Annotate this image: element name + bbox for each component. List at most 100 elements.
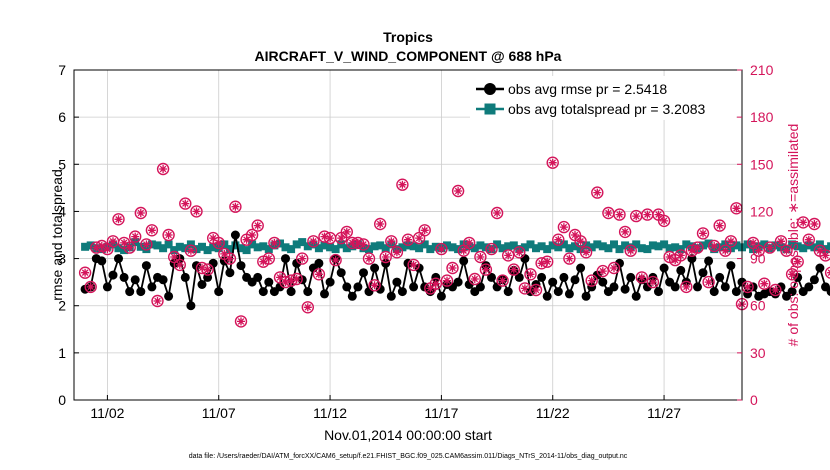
obs-possible-point bbox=[502, 249, 515, 262]
obs-assimilated-point bbox=[114, 215, 123, 224]
obs-assimilated-point bbox=[359, 240, 368, 249]
rmse-point bbox=[286, 287, 296, 297]
obs-assimilated-point bbox=[487, 245, 496, 254]
rmse-point bbox=[815, 263, 825, 273]
obs-assimilated-point bbox=[520, 284, 529, 293]
obs-assimilated-point bbox=[788, 270, 797, 279]
y-axis-label: rmse and totalspread bbox=[49, 169, 65, 301]
spread-point bbox=[571, 242, 579, 251]
y-tick-label: 2 bbox=[58, 298, 66, 314]
legend: obs avg rmse pr = 2.5418 obs avg totalsp… bbox=[470, 76, 736, 120]
rmse-point bbox=[793, 272, 803, 282]
obs-possible-point bbox=[385, 235, 398, 248]
obs-assimilated-point bbox=[660, 216, 669, 225]
obs-assimilated-point bbox=[637, 273, 646, 282]
obs-assimilated-point bbox=[103, 245, 112, 254]
obs-possible-point bbox=[785, 268, 799, 281]
spread-point bbox=[470, 244, 479, 253]
obs-assimilated-point bbox=[237, 317, 245, 326]
rmse-point bbox=[230, 230, 240, 240]
spread-point bbox=[198, 242, 206, 251]
obs-assimilated-point bbox=[732, 204, 741, 213]
spread-point bbox=[632, 240, 641, 249]
obs-possible-point bbox=[429, 277, 442, 290]
obs-assimilated-point bbox=[699, 229, 707, 238]
obs-possible-point bbox=[496, 274, 509, 287]
y-tick-label: 5 bbox=[58, 156, 66, 172]
obs-possible-point bbox=[179, 197, 192, 210]
spread-point bbox=[509, 241, 518, 250]
obs-possible-point bbox=[769, 283, 782, 297]
spread-point bbox=[665, 244, 674, 253]
y-right-tick-label: 210 bbox=[750, 62, 774, 78]
obs-possible-point bbox=[680, 280, 693, 294]
spread-point bbox=[264, 245, 273, 254]
obs-assimilated-point bbox=[571, 231, 579, 239]
obs-possible-point bbox=[691, 241, 704, 254]
rmse-point bbox=[97, 256, 107, 266]
obs-possible-point bbox=[596, 264, 609, 278]
obs-possible-point bbox=[490, 206, 504, 220]
spread-point bbox=[365, 245, 373, 254]
spread-point bbox=[615, 245, 624, 254]
rmse-point bbox=[136, 287, 146, 297]
obs-possible-point bbox=[529, 283, 543, 297]
spread-point bbox=[175, 242, 184, 251]
rmse-point bbox=[397, 287, 407, 297]
obs-possible-point bbox=[780, 244, 793, 257]
rmse-point bbox=[459, 256, 469, 266]
spread-point bbox=[532, 244, 540, 253]
rmse-point bbox=[826, 287, 830, 296]
obs-possible-point bbox=[374, 217, 387, 231]
obs-assimilated-point bbox=[559, 223, 568, 232]
spread-point bbox=[337, 240, 346, 249]
rmse-point bbox=[258, 287, 268, 297]
obs-assimilated-point bbox=[693, 243, 702, 252]
spread-point bbox=[676, 245, 685, 254]
plot-area bbox=[74, 70, 742, 400]
obs-assimilated-point bbox=[420, 226, 429, 235]
obs-assimilated-point bbox=[721, 246, 730, 255]
rmse-point bbox=[642, 282, 652, 292]
spread-point bbox=[81, 242, 90, 251]
y-tick-label: 1 bbox=[58, 345, 66, 361]
spread-point bbox=[788, 240, 797, 249]
obs-assimilated-point bbox=[270, 238, 279, 247]
rmse-point bbox=[592, 270, 602, 280]
obs-assimilated-point bbox=[203, 265, 212, 274]
obs-assimilated-point bbox=[749, 238, 758, 247]
obs-possible-point bbox=[719, 244, 732, 257]
spread-point bbox=[381, 244, 390, 253]
obs-assimilated-point bbox=[370, 281, 379, 290]
obs-possible-point bbox=[435, 242, 448, 256]
spread-point bbox=[142, 245, 151, 254]
rmse-point bbox=[537, 272, 547, 282]
obs-assimilated-point bbox=[804, 235, 813, 244]
spread-point bbox=[420, 240, 429, 249]
obs-assimilated-point bbox=[264, 254, 273, 263]
obs-possible-point bbox=[791, 255, 804, 268]
rmse-point bbox=[693, 282, 702, 292]
obs-assimilated-point bbox=[459, 246, 468, 255]
spread-point bbox=[170, 246, 179, 255]
obs-possible-point bbox=[268, 236, 281, 250]
rmse-point bbox=[386, 291, 396, 301]
obs-possible-point bbox=[123, 241, 136, 254]
plot-frame bbox=[73, 69, 743, 401]
spread-point bbox=[648, 241, 657, 250]
obs-assimilated-point bbox=[337, 234, 346, 243]
rmse-point bbox=[325, 277, 335, 287]
spread-point bbox=[493, 240, 502, 249]
chart-title: Tropics bbox=[383, 29, 433, 45]
obs-possible-point bbox=[418, 224, 431, 237]
rmse-point bbox=[342, 282, 352, 292]
obs-assimilated-point bbox=[454, 187, 463, 195]
rmse-point bbox=[164, 291, 174, 301]
obs-assimilated-point bbox=[298, 254, 307, 263]
rmse-point bbox=[409, 282, 419, 292]
spread-point bbox=[799, 244, 808, 253]
obs-assimilated-point bbox=[587, 276, 596, 285]
rmse-point bbox=[726, 261, 736, 271]
obs-assimilated-point bbox=[821, 251, 830, 260]
obs-possible-point bbox=[396, 178, 409, 191]
